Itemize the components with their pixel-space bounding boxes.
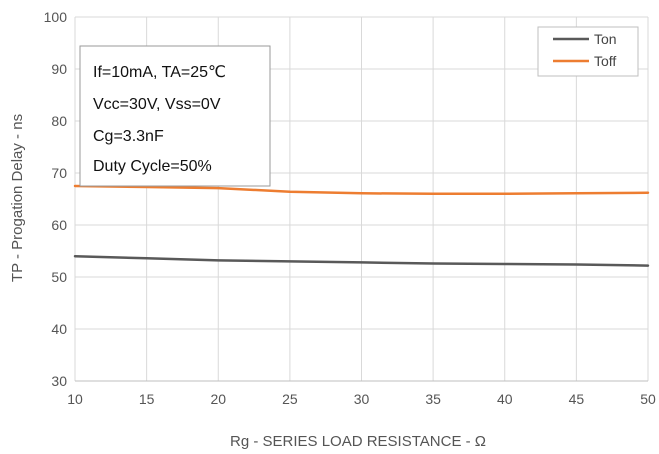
y-tick-labels: 30 40 50 60 70 80 90 100 (44, 9, 68, 389)
series-line-ton (73, 254, 650, 267)
y-tick-label: 40 (51, 321, 67, 337)
x-tick-label: 15 (139, 391, 155, 407)
series-lines (73, 184, 650, 267)
legend: Ton Toff (537, 26, 639, 77)
y-tick-label: 90 (51, 61, 67, 77)
legend-border (537, 26, 639, 77)
x-tick-label: 40 (497, 391, 513, 407)
legend-label-toff: Toff (594, 53, 616, 69)
x-tick-label: 10 (67, 391, 83, 407)
condition-text: Duty Cycle=50% (93, 158, 212, 175)
x-tick-labels: 10 15 20 25 30 35 40 45 50 (67, 391, 656, 407)
conditions-box-border (79, 45, 271, 187)
x-tick-label: 20 (210, 391, 226, 407)
y-tick-label: 50 (51, 269, 67, 285)
y-tick-label: 60 (51, 217, 67, 233)
condition-text: Cg=3.3nF (93, 128, 164, 145)
x-tick-label: 35 (425, 391, 441, 407)
grid-lines (74, 16, 649, 382)
condition-text: If=10mA, TA=25℃ (93, 64, 226, 81)
y-axis-label: TP - Progation Delay - ns (9, 114, 26, 282)
x-tick-label: 30 (354, 391, 370, 407)
series-line-toff (73, 184, 650, 196)
x-tick-label: 25 (282, 391, 298, 407)
conditions-box: If=10mA, TA=25℃ Vcc=30V, Vss=0V Cg=3.3nF… (79, 45, 271, 187)
legend-label-ton: Ton (594, 31, 617, 47)
y-tick-label: 100 (44, 9, 68, 25)
condition-text: Vcc=30V, Vss=0V (93, 96, 221, 113)
y-tick-label: 80 (51, 113, 67, 129)
y-tick-label: 70 (51, 165, 67, 181)
x-tick-label: 50 (640, 391, 656, 407)
x-axis-label: Rg - SERIES LOAD RESISTANCE - Ω (230, 433, 486, 450)
y-tick-label: 30 (51, 373, 67, 389)
x-tick-label: 45 (569, 391, 585, 407)
